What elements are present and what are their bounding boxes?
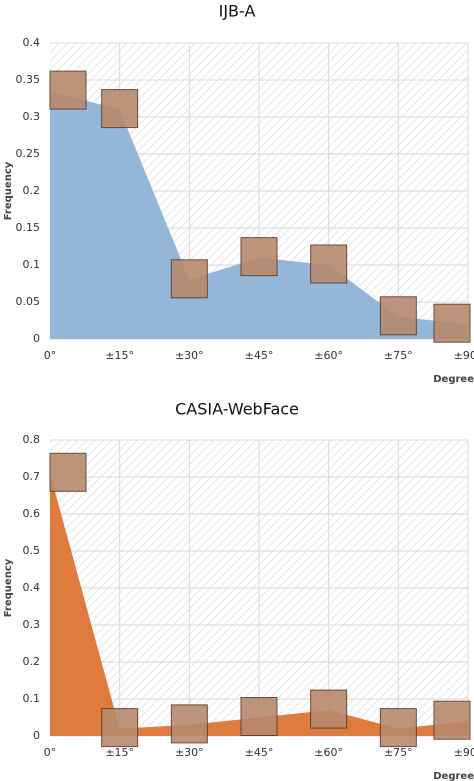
face-thumbnail bbox=[310, 689, 348, 729]
x-tick-label: ±75° bbox=[384, 349, 413, 362]
face-thumbnail bbox=[240, 697, 278, 736]
face-thumbnail bbox=[240, 237, 278, 277]
y-tick-label: 0.7 bbox=[23, 470, 41, 483]
y-tick-label: 0.4 bbox=[23, 581, 41, 594]
face-thumbnail bbox=[379, 296, 417, 336]
y-tick-label: 0.1 bbox=[23, 258, 41, 271]
y-tick-label: 0.5 bbox=[23, 544, 41, 557]
y-tick-label: 0.8 bbox=[23, 433, 41, 446]
area bbox=[50, 473, 468, 736]
y-tick-label: 0.15 bbox=[16, 221, 41, 234]
x-tick-label: ±90° bbox=[454, 349, 474, 362]
y-axis-label: Frequency bbox=[3, 161, 14, 220]
y-tick-label: 0.35 bbox=[16, 73, 41, 86]
y-tick-label: 0.25 bbox=[16, 147, 41, 160]
x-tick-label: ±15° bbox=[105, 746, 134, 759]
x-axis-label: Degree bbox=[433, 771, 474, 781]
face-thumbnail bbox=[310, 244, 348, 284]
y-tick-label: 0.1 bbox=[23, 692, 41, 705]
x-tick-label: ±60° bbox=[314, 746, 343, 759]
face-thumbnail bbox=[433, 700, 471, 740]
x-axis-label: Degree bbox=[433, 374, 474, 385]
chart-title: IJB-A bbox=[219, 2, 256, 21]
x-tick-label: 0° bbox=[44, 349, 57, 362]
face-thumbnail bbox=[101, 89, 139, 129]
face-thumbnail bbox=[170, 704, 208, 744]
x-tick-label: 0° bbox=[44, 746, 57, 759]
x-tick-label: ±60° bbox=[314, 349, 343, 362]
face-thumbnail bbox=[433, 303, 471, 343]
y-tick-label: 0.6 bbox=[23, 507, 41, 520]
y-tick-label: 0.2 bbox=[23, 184, 41, 197]
y-tick-label: 0.05 bbox=[16, 295, 41, 308]
area bbox=[50, 91, 468, 339]
x-tick-label: ±15° bbox=[105, 349, 134, 362]
x-tick-label: ±30° bbox=[175, 746, 204, 759]
x-tick-label: ±45° bbox=[245, 746, 274, 759]
y-tick-label: 0.3 bbox=[23, 110, 41, 123]
y-tick-label: 0 bbox=[33, 332, 40, 345]
y-tick-label: 0.4 bbox=[23, 36, 41, 49]
face-thumbnail bbox=[101, 708, 139, 748]
x-tick-label: ±75° bbox=[384, 746, 413, 759]
face-thumbnail bbox=[49, 70, 87, 110]
y-axis-label: Frequency bbox=[3, 558, 14, 617]
y-tick-label: 0.3 bbox=[23, 618, 41, 631]
y-tick-label: 0 bbox=[33, 729, 40, 742]
face-thumbnail bbox=[379, 708, 417, 748]
chart-title: CASIA-WebFace bbox=[175, 400, 299, 419]
x-tick-label: ±45° bbox=[245, 349, 274, 362]
y-tick-label: 0.2 bbox=[23, 655, 41, 668]
face-thumbnail bbox=[170, 259, 208, 299]
face-thumbnail bbox=[49, 452, 87, 492]
x-tick-label: ±30° bbox=[175, 349, 204, 362]
x-tick-label: ±90° bbox=[454, 746, 474, 759]
